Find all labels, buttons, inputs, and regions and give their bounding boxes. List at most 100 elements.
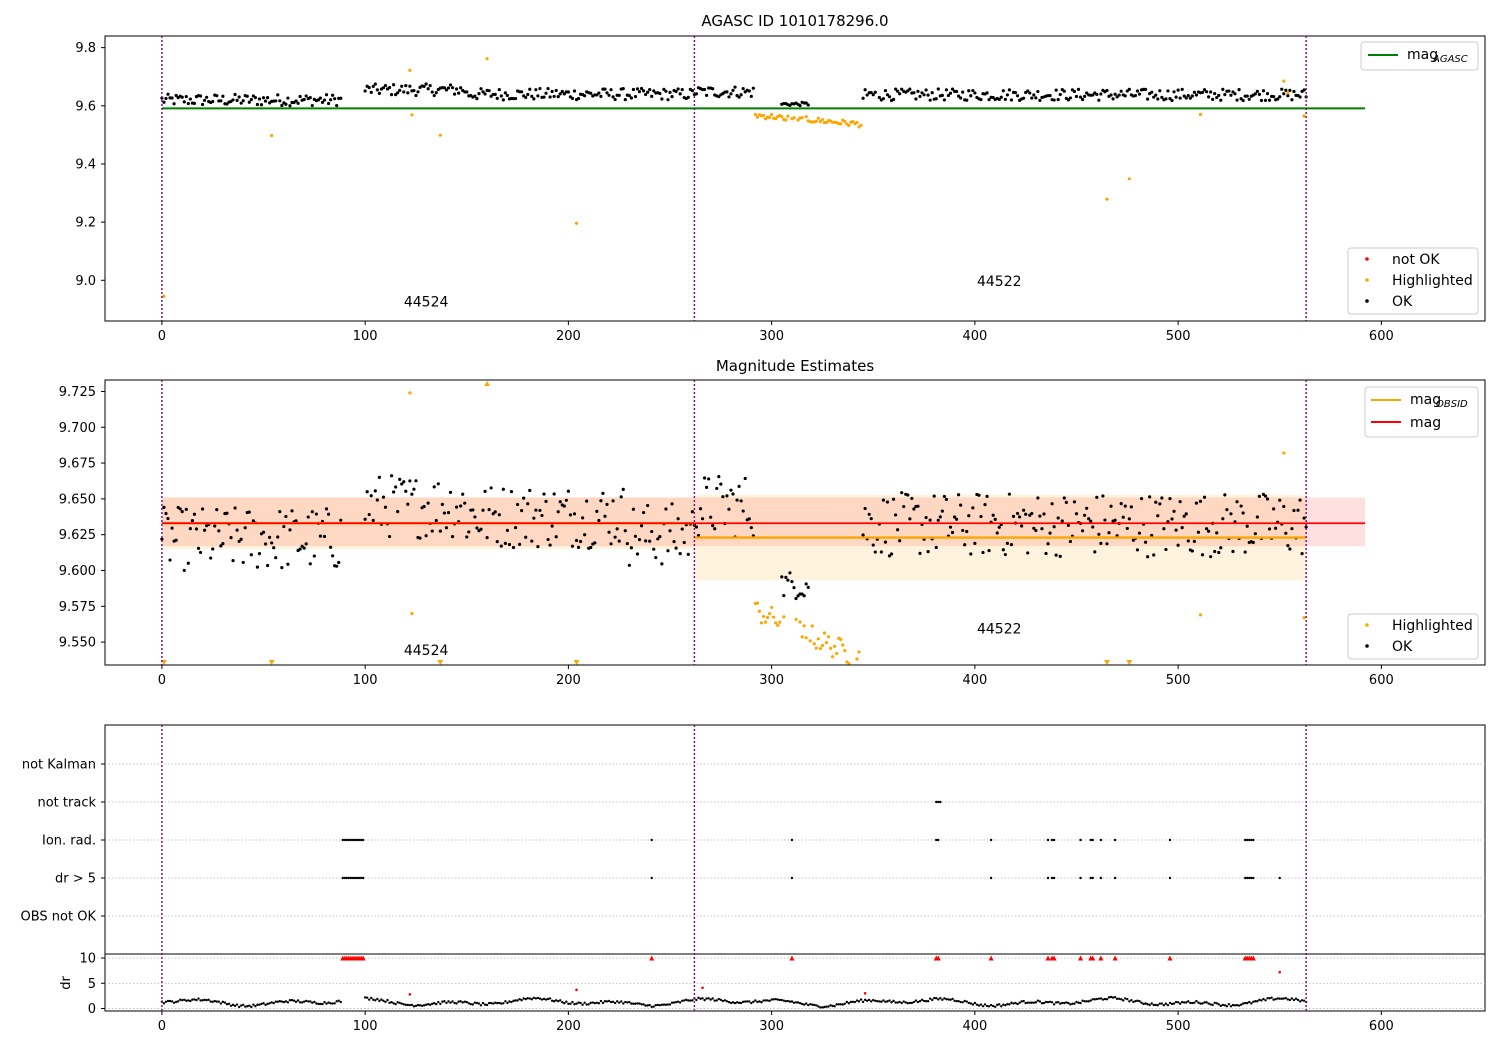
ok-point xyxy=(304,542,308,546)
dr-point xyxy=(1018,1001,1021,1004)
ok-point xyxy=(1286,544,1290,548)
ok-point xyxy=(280,566,284,570)
ok-point xyxy=(806,585,810,589)
ok-point xyxy=(196,546,201,550)
dr-point xyxy=(1089,999,1092,1002)
dr-point xyxy=(524,997,527,1001)
ok-point xyxy=(1133,93,1138,98)
dr-point xyxy=(613,1001,617,1005)
highlighted-point xyxy=(855,120,859,125)
dr-point xyxy=(227,1002,231,1006)
dr-point xyxy=(469,1002,473,1006)
ok-point xyxy=(400,84,404,88)
dr-point xyxy=(268,1002,271,1005)
ok-point xyxy=(1200,553,1205,557)
ok-point xyxy=(944,497,949,501)
ok-point xyxy=(241,560,245,565)
ok-point xyxy=(308,562,312,566)
ok-point xyxy=(306,515,310,519)
dr-point xyxy=(841,1003,844,1006)
dr-point xyxy=(939,996,942,1000)
dr-point xyxy=(959,1000,962,1004)
dr-point xyxy=(329,1002,332,1005)
dr-point xyxy=(573,1003,576,1006)
dr-point xyxy=(1032,1001,1036,1004)
ok-point xyxy=(1215,95,1219,100)
ok-point xyxy=(887,554,892,558)
dr-point xyxy=(981,1004,985,1008)
ok-point xyxy=(605,502,609,507)
clipped-marker xyxy=(1051,955,1057,961)
ok-point xyxy=(284,102,288,106)
dr-point xyxy=(922,999,926,1003)
ok-point xyxy=(804,582,808,586)
ok-point xyxy=(1036,89,1040,94)
dr-point xyxy=(750,1001,753,1005)
off-scale-marker xyxy=(437,660,444,665)
dr-point xyxy=(930,998,934,1002)
flag-point xyxy=(1089,838,1092,842)
ok-point xyxy=(1237,88,1241,92)
dr-point xyxy=(1044,1000,1048,1004)
ok-point xyxy=(1261,89,1266,93)
x-tick-label: 200 xyxy=(556,329,581,344)
dr-point xyxy=(498,1001,501,1005)
dr-point xyxy=(1254,1000,1257,1003)
ok-point xyxy=(621,87,625,91)
dr-point xyxy=(837,1003,840,1006)
ok-point xyxy=(784,575,788,580)
highlighted-point xyxy=(778,620,782,624)
ok-point xyxy=(727,95,731,99)
ok-point xyxy=(290,509,294,513)
ok-point xyxy=(686,552,690,556)
ok-point xyxy=(985,494,989,498)
ok-point xyxy=(428,84,432,88)
dr-point xyxy=(1195,999,1198,1003)
ok-point xyxy=(231,98,235,102)
ok-point xyxy=(615,527,619,531)
ok-point xyxy=(891,497,896,501)
dr-point xyxy=(603,1000,607,1003)
ok-point xyxy=(1209,90,1213,94)
ok-point xyxy=(548,543,552,547)
ok-point xyxy=(550,89,554,94)
dr-point xyxy=(729,1001,733,1005)
dr-point xyxy=(774,997,777,1001)
ok-point xyxy=(1056,516,1060,520)
dr-point xyxy=(674,1000,678,1004)
dr-point xyxy=(1105,998,1109,1001)
dr-point xyxy=(374,999,377,1002)
dr-point xyxy=(571,1000,574,1004)
dr-point xyxy=(1237,1004,1241,1007)
dr-point xyxy=(378,999,381,1003)
ok-point xyxy=(1186,539,1190,543)
ok-point xyxy=(400,482,404,486)
ok-point xyxy=(666,549,670,553)
ok-point xyxy=(788,571,792,575)
dr-point xyxy=(264,1003,267,1007)
legend-marker-ok-b xyxy=(1365,644,1369,648)
ok-point xyxy=(627,563,631,567)
ok-point xyxy=(233,92,237,97)
ok-point xyxy=(725,90,729,94)
ok-point xyxy=(1152,553,1156,557)
ok-point xyxy=(938,515,942,519)
dr-point xyxy=(235,1003,239,1006)
ok-point xyxy=(889,552,894,556)
dr-point xyxy=(1227,1002,1231,1006)
ok-point xyxy=(178,507,182,511)
dr-point xyxy=(1197,1001,1200,1004)
flag-point xyxy=(989,876,993,880)
dr-point xyxy=(624,1000,627,1004)
ok-point xyxy=(473,94,477,98)
ok-point xyxy=(749,94,753,98)
panel-mag-lines xyxy=(161,522,1366,539)
dr-point xyxy=(687,999,690,1002)
highlighted-point xyxy=(753,112,757,117)
ok-point xyxy=(294,99,298,103)
ok-point xyxy=(965,529,969,534)
highlighted-point xyxy=(847,123,851,127)
dr-point xyxy=(1109,995,1113,999)
dr-point xyxy=(388,1001,391,1005)
flag-point xyxy=(939,800,942,804)
